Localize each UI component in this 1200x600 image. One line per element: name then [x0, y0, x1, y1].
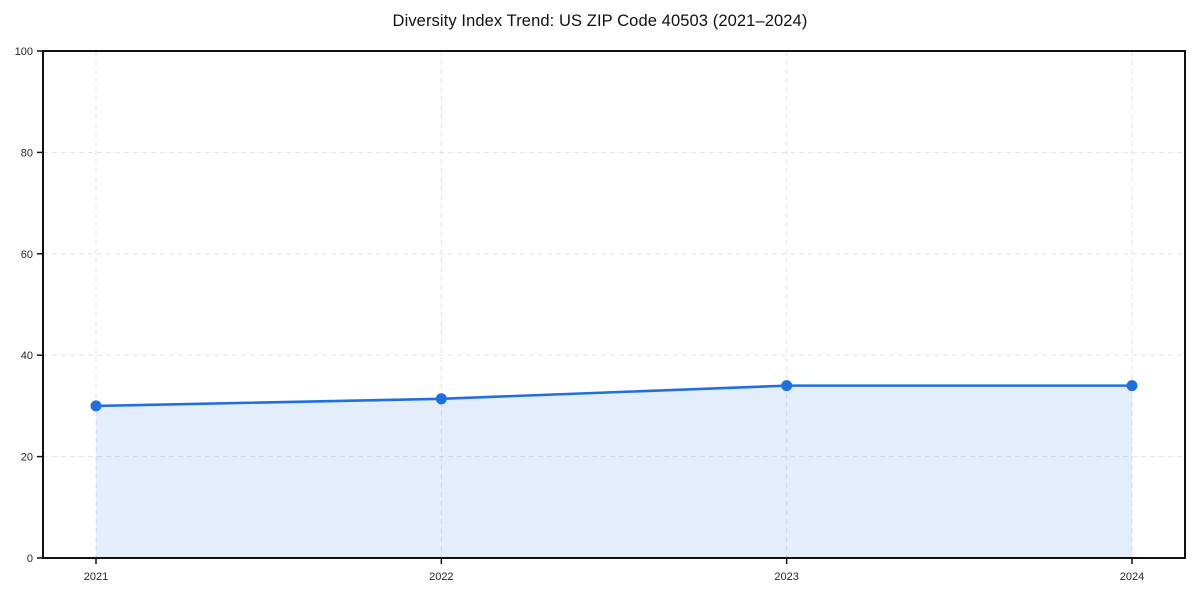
trend-line: [94, 384, 1134, 408]
x-tick-label: 2021: [84, 571, 108, 583]
y-tick-label: 60: [21, 249, 33, 261]
data-point-marker: [90, 400, 102, 412]
y-tick-label: 80: [21, 147, 33, 159]
data-point-marker: [781, 380, 793, 392]
area-fill: [96, 385, 1132, 558]
axes-frame: [42, 50, 1186, 559]
data-point-marker: [435, 393, 447, 405]
y-tick-label: 40: [21, 350, 33, 362]
data-point-marker: [1126, 380, 1138, 392]
chart-title: Diversity Index Trend: US ZIP Code 40503…: [392, 12, 808, 30]
x-tick-label: 2024: [1120, 571, 1144, 583]
x-tick-label: 2022: [429, 571, 453, 583]
y-tick-label: 0: [27, 553, 33, 565]
y-tick-label: 100: [15, 46, 33, 58]
y-tick-label: 20: [21, 452, 33, 464]
x-tick-label: 2023: [774, 571, 798, 583]
